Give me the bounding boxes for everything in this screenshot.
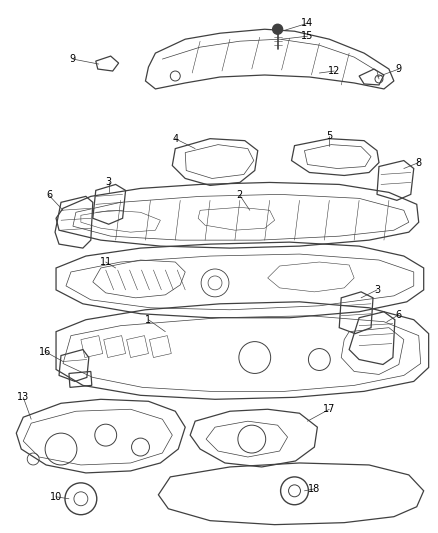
- Text: 9: 9: [70, 54, 76, 64]
- Text: 15: 15: [301, 31, 314, 41]
- Text: 6: 6: [396, 310, 402, 320]
- Text: 2: 2: [237, 190, 243, 200]
- Text: 3: 3: [374, 285, 380, 295]
- Text: 13: 13: [17, 392, 29, 402]
- Text: 9: 9: [396, 64, 402, 74]
- Text: 11: 11: [99, 257, 112, 267]
- Text: 16: 16: [39, 346, 51, 357]
- Text: 6: 6: [46, 190, 52, 200]
- Text: 14: 14: [301, 18, 314, 28]
- Text: 4: 4: [172, 134, 178, 144]
- Text: 1: 1: [145, 314, 152, 325]
- Text: 18: 18: [308, 484, 321, 494]
- Text: 3: 3: [106, 177, 112, 188]
- Text: 17: 17: [323, 404, 336, 414]
- Text: 8: 8: [416, 158, 422, 167]
- Text: 5: 5: [326, 131, 332, 141]
- Text: 10: 10: [50, 492, 62, 502]
- Circle shape: [273, 25, 283, 34]
- Text: 12: 12: [328, 66, 340, 76]
